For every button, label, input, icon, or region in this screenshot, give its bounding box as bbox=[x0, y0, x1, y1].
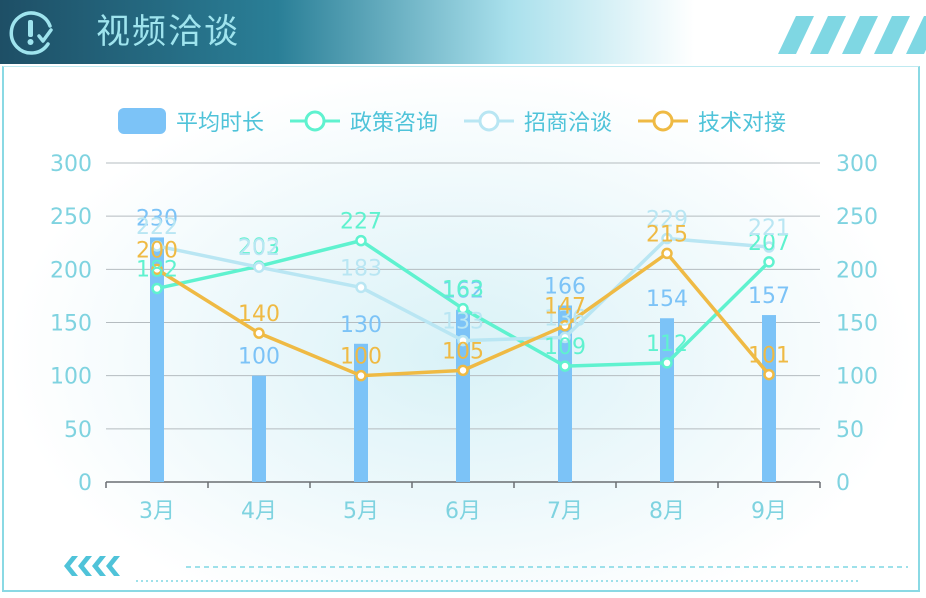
series-point bbox=[253, 327, 265, 339]
series-point bbox=[355, 234, 367, 247]
series-point bbox=[763, 256, 775, 268]
legend-line-swatch bbox=[290, 110, 341, 132]
x-tick-label: 4月 bbox=[241, 499, 277, 524]
series-point bbox=[559, 331, 571, 344]
series-point bbox=[151, 263, 163, 276]
data-label: 109 bbox=[544, 335, 586, 360]
series-point bbox=[661, 247, 673, 260]
series-point bbox=[457, 364, 469, 377]
series-point bbox=[355, 369, 367, 382]
data-label: 154 bbox=[646, 287, 688, 312]
chart-legend: 平均时长 政策咨询 招商洽谈 技术对接 bbox=[118, 103, 812, 139]
y-tick-label: 200 bbox=[50, 258, 92, 283]
data-label: 166 bbox=[544, 274, 586, 299]
y-tick-label: 150 bbox=[50, 312, 92, 337]
y2-tick-label: 100 bbox=[836, 365, 878, 390]
data-label: 221 bbox=[748, 216, 790, 241]
data-label: 100 bbox=[340, 345, 382, 370]
legend-item-line-2[interactable]: 招商洽谈 bbox=[464, 105, 612, 137]
legend-item-bar[interactable]: 平均时长 bbox=[118, 105, 264, 137]
data-label: 133 bbox=[442, 310, 484, 335]
bar bbox=[150, 237, 164, 482]
data-label: 112 bbox=[646, 332, 688, 357]
series-point bbox=[763, 241, 775, 253]
y-tick-label: 300 bbox=[50, 152, 92, 177]
bar bbox=[558, 305, 572, 482]
x-tick-label: 5月 bbox=[343, 499, 379, 524]
series-point bbox=[457, 334, 469, 347]
bottom-decoration bbox=[64, 556, 908, 582]
series-point bbox=[457, 302, 469, 315]
data-label: 229 bbox=[646, 207, 688, 232]
double-chevron-left-icon bbox=[64, 556, 120, 576]
y2-tick-label: 200 bbox=[836, 258, 878, 283]
series-point bbox=[355, 281, 367, 294]
header-bar: 视频洽谈 bbox=[0, 0, 926, 64]
bar bbox=[762, 315, 776, 482]
bar bbox=[456, 309, 470, 482]
series-point bbox=[253, 261, 265, 273]
y2-tick-label: 0 bbox=[836, 471, 850, 496]
series-point bbox=[151, 282, 163, 295]
data-label: 200 bbox=[136, 238, 178, 263]
data-label: 136 bbox=[544, 306, 586, 331]
x-tick-label: 3月 bbox=[139, 499, 175, 524]
data-label: 157 bbox=[748, 284, 790, 309]
data-label: 183 bbox=[340, 256, 382, 281]
legend-item-line-1[interactable]: 政策咨询 bbox=[290, 105, 438, 137]
stripes-decoration bbox=[778, 16, 926, 54]
data-label: 227 bbox=[340, 210, 382, 235]
x-tick-label: 6月 bbox=[445, 499, 481, 524]
legend-line-swatch bbox=[464, 110, 515, 132]
series-point bbox=[151, 240, 163, 252]
data-label: 100 bbox=[238, 345, 280, 370]
data-label: 130 bbox=[340, 313, 382, 338]
y-tick-label: 250 bbox=[50, 205, 92, 230]
page-title: 视频洽谈 bbox=[96, 12, 240, 52]
series-point bbox=[661, 232, 673, 245]
legend-item-line-3[interactable]: 技术对接 bbox=[638, 105, 786, 137]
y2-tick-label: 150 bbox=[836, 312, 878, 337]
data-label: 230 bbox=[136, 206, 178, 231]
series-point bbox=[763, 368, 775, 381]
alert-clock-icon bbox=[9, 11, 53, 55]
legend-label: 平均时长 bbox=[176, 111, 265, 136]
legend-bar-swatch bbox=[118, 108, 166, 134]
legend-label: 政策咨询 bbox=[350, 111, 439, 136]
series-point bbox=[661, 357, 673, 369]
legend-line-swatch bbox=[638, 110, 689, 132]
data-label: 182 bbox=[136, 257, 178, 282]
y-tick-label: 0 bbox=[78, 471, 92, 496]
bar bbox=[252, 375, 266, 482]
data-label: 222 bbox=[136, 215, 178, 240]
y-tick-label: 100 bbox=[50, 365, 92, 390]
x-tick-label: 9月 bbox=[751, 499, 787, 524]
data-label: 101 bbox=[748, 344, 790, 369]
data-label: 203 bbox=[238, 235, 280, 260]
data-label: 140 bbox=[238, 302, 280, 327]
legend-label: 技术对接 bbox=[698, 111, 787, 136]
data-label: 202 bbox=[238, 236, 280, 261]
data-label: 215 bbox=[646, 222, 688, 247]
data-label: 162 bbox=[442, 279, 484, 304]
data-label: 207 bbox=[748, 231, 790, 256]
y2-tick-label: 300 bbox=[836, 152, 878, 177]
series-point bbox=[559, 360, 571, 372]
data-label: 163 bbox=[442, 278, 484, 303]
x-tick-label: 8月 bbox=[649, 499, 685, 524]
legend-label: 招商洽谈 bbox=[524, 111, 613, 136]
y2-tick-label: 250 bbox=[836, 205, 878, 230]
y2-tick-label: 50 bbox=[836, 418, 864, 443]
data-label: 147 bbox=[544, 295, 586, 320]
x-tick-label: 7月 bbox=[547, 499, 583, 524]
data-label: 105 bbox=[442, 339, 484, 364]
series-point bbox=[559, 319, 571, 332]
y-tick-label: 50 bbox=[64, 418, 92, 443]
